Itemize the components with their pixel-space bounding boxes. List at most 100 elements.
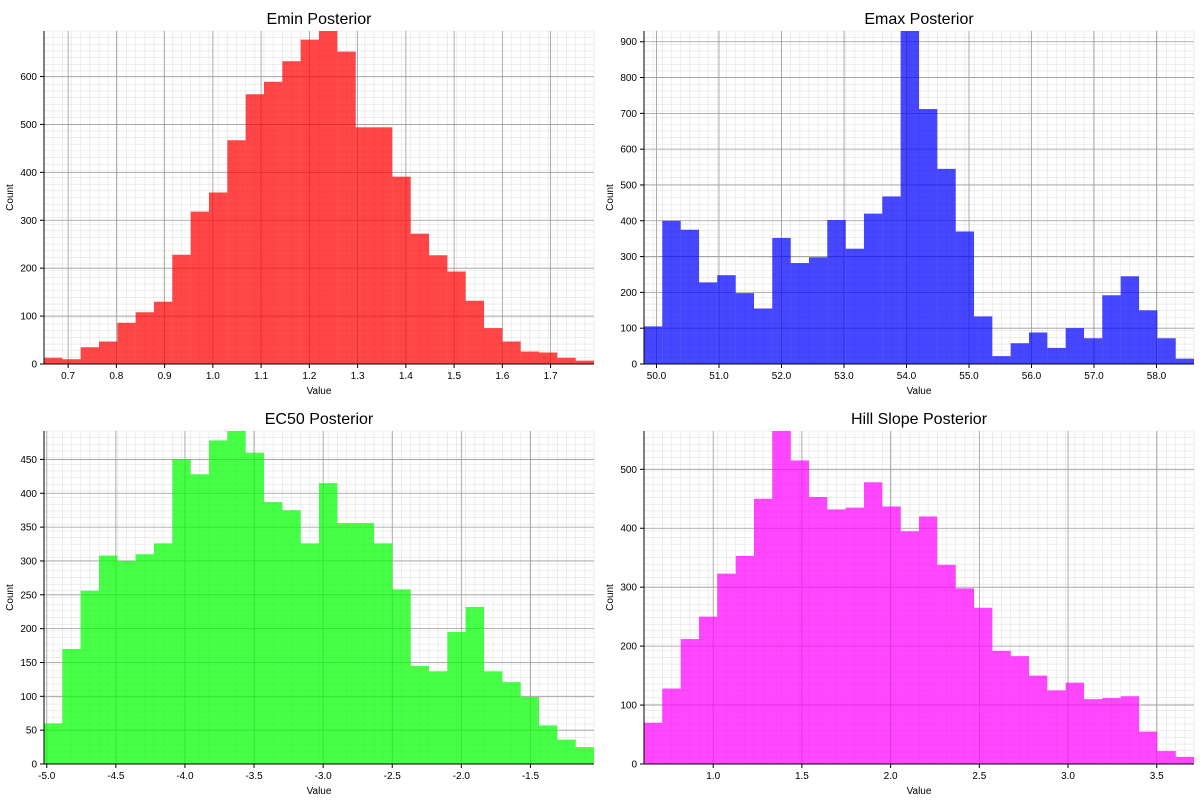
histogram-bar <box>209 192 228 364</box>
histogram-bar <box>1084 699 1103 764</box>
x-tick-label: 2.0 <box>884 771 898 782</box>
x-tick-label: 57.0 <box>1084 371 1104 382</box>
histogram-bar <box>539 352 558 364</box>
hill-slope-posterior-chart: 1.0 1.5 2.0 2.5 3.0 3.5 0 100 200 300 400 500 Hill S… <box>600 400 1200 800</box>
y-tick-label: 350 <box>20 523 37 534</box>
y-tick-label: 400 <box>20 489 37 500</box>
histogram-bar <box>900 31 919 364</box>
y-axis-label: Count <box>605 584 616 611</box>
bars <box>44 431 594 764</box>
x-axis-label: Value <box>907 386 932 397</box>
chart-title: EC50 Posterior <box>265 411 374 428</box>
y-tick-label: 100 <box>620 324 637 335</box>
histogram-bar <box>154 301 173 364</box>
emin-posterior-chart: 0.7 0.8 0.9 1.0 1.1 1.2 1.3 1.4 1.5 1.6 1.7 0 100 200… <box>0 0 600 400</box>
histogram-bar <box>717 275 736 364</box>
y-tick-label: 0 <box>31 760 37 771</box>
y-tick-label: 200 <box>20 624 37 635</box>
histogram-bar <box>1047 690 1066 764</box>
histogram-bar <box>735 555 754 764</box>
x-tick-label: 1.4 <box>399 371 413 382</box>
histogram-bar <box>484 671 503 764</box>
histogram-bar <box>882 506 901 764</box>
x-axis-label: Value <box>307 786 332 797</box>
histogram-bar <box>99 555 118 764</box>
histogram-bar <box>1084 338 1103 364</box>
bars <box>44 31 594 365</box>
histogram-bar <box>245 452 264 764</box>
histogram-bar <box>974 316 993 364</box>
ec50-posterior-chart: -5.0 -4.5 -4.0 -3.5 -3.0 -2.5 -2.0 -1.5 0 50 100 15… <box>0 400 600 800</box>
y-axis-label: Count <box>5 184 16 211</box>
y-tick-label: 0 <box>31 360 37 371</box>
histogram-bar <box>1120 696 1139 764</box>
x-tick-label: 0.9 <box>158 371 172 382</box>
histogram-bar <box>699 616 718 764</box>
histogram-bar <box>1157 338 1176 364</box>
histogram-bar <box>80 347 99 364</box>
histogram-bar <box>662 688 681 764</box>
y-tick-label: 500 <box>620 465 637 476</box>
x-tick-label: 1.6 <box>495 371 509 382</box>
histogram-bar <box>190 211 209 364</box>
histogram-bar <box>644 722 663 764</box>
histogram-bar <box>392 589 411 764</box>
histogram-bar <box>502 341 521 364</box>
histogram-bar <box>974 607 993 764</box>
y-tick-label: 200 <box>620 642 637 653</box>
y-tick-label: 0 <box>631 760 637 771</box>
histogram-bar <box>62 648 81 764</box>
histogram-bar <box>772 431 791 764</box>
y-tick-label: 500 <box>620 180 637 191</box>
histogram-bar <box>864 482 883 764</box>
x-tick-label: -3.0 <box>315 771 333 782</box>
histogram-bar <box>1175 756 1194 764</box>
x-tick-label: 3.5 <box>1150 771 1164 782</box>
bars <box>644 431 1194 764</box>
histogram-bar <box>44 723 63 764</box>
histogram-bar <box>644 326 663 364</box>
histogram-bar <box>447 632 466 764</box>
histogram-bar <box>80 590 99 764</box>
x-tick-label: 1.5 <box>795 771 809 782</box>
histogram-bar <box>135 312 154 364</box>
histogram-bar <box>992 356 1011 364</box>
y-tick-label: 600 <box>20 72 37 83</box>
x-tick-label: 54.0 <box>897 371 917 382</box>
histogram-bar <box>754 308 773 364</box>
histogram-bar <box>44 357 63 364</box>
histogram-bar <box>699 282 718 364</box>
y-tick-label: 300 <box>620 252 637 263</box>
histogram-bar <box>754 498 773 764</box>
histogram-bar <box>300 39 319 365</box>
y-tick-label: 100 <box>20 692 37 703</box>
histogram-bar <box>172 254 191 364</box>
histogram-bar <box>882 196 901 364</box>
histogram-bar <box>575 747 594 764</box>
histogram-bar <box>392 176 411 364</box>
y-tick-label: 150 <box>20 658 37 669</box>
histogram-bar <box>99 341 118 364</box>
y-tick-label: 200 <box>620 288 637 299</box>
histogram-bar <box>735 293 754 364</box>
x-tick-label: 52.0 <box>772 371 792 382</box>
histogram-bar <box>1102 295 1121 364</box>
x-tick-label: -3.5 <box>245 771 263 782</box>
histogram-bar <box>245 94 264 365</box>
x-tick-label: 50.0 <box>647 371 667 382</box>
histogram-bar <box>319 483 338 764</box>
x-tick-label: 55.0 <box>959 371 979 382</box>
histogram-bar <box>227 431 246 764</box>
histogram-bar <box>955 231 974 364</box>
histogram-bar <box>117 322 136 364</box>
x-tick-label: 1.0 <box>206 371 220 382</box>
histogram-bar <box>900 531 919 764</box>
histogram-bar <box>1047 347 1066 364</box>
histogram-bar <box>502 682 521 764</box>
y-tick-label: 100 <box>620 701 637 712</box>
x-tick-label: -4.5 <box>107 771 125 782</box>
y-tick-label: 300 <box>20 216 37 227</box>
histogram-bar <box>337 523 356 764</box>
histogram-bar <box>300 543 319 764</box>
chart-svg: 0.7 0.8 0.9 1.0 1.1 1.2 1.3 1.4 1.5 1.6 1.7 0 100 200… <box>5 11 595 397</box>
